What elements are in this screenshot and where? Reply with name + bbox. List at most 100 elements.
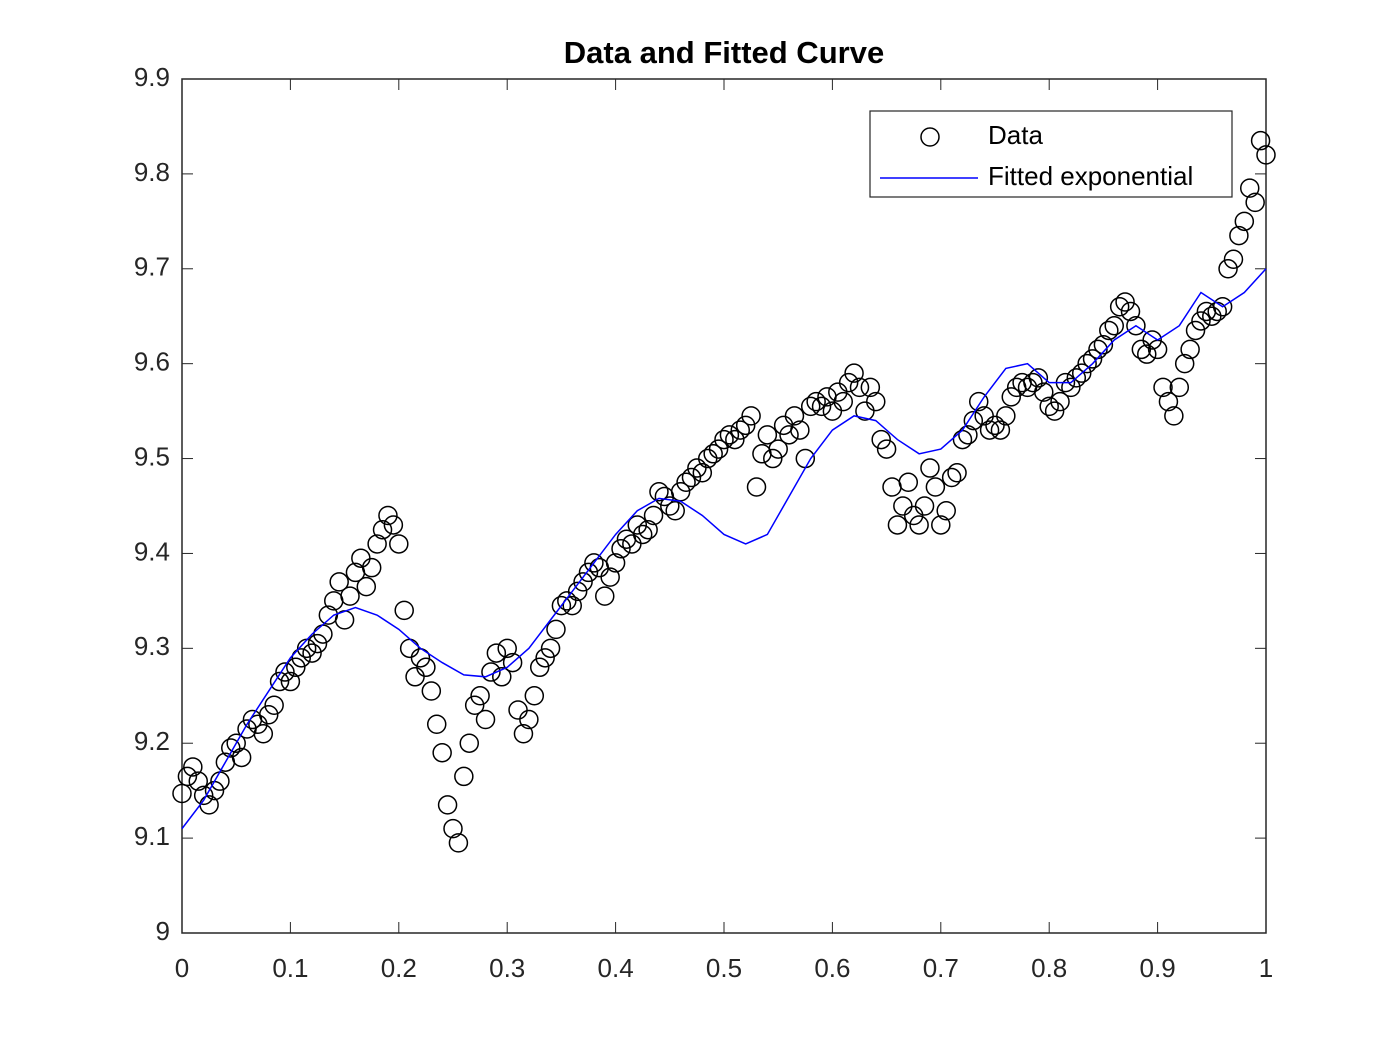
data-point <box>703 444 723 464</box>
x-tick-label: 0.7 <box>923 953 959 983</box>
data-point <box>1180 339 1200 360</box>
data-point <box>714 429 734 450</box>
data-point <box>1066 368 1087 388</box>
data-point <box>866 391 886 412</box>
data-point <box>551 595 572 616</box>
data-point <box>497 638 517 659</box>
data-point <box>540 638 561 659</box>
x-tick-label: 0.5 <box>706 953 742 983</box>
data-point <box>849 377 870 398</box>
data-point <box>372 519 393 540</box>
data-point <box>838 372 859 393</box>
data-point <box>340 586 360 606</box>
data-point <box>1120 301 1141 322</box>
data-point <box>421 681 442 701</box>
data-point <box>546 619 566 640</box>
data-point <box>649 482 669 502</box>
data-point <box>876 439 897 459</box>
data-point <box>1218 259 1238 279</box>
data-point <box>779 425 799 445</box>
data-point <box>735 415 756 436</box>
data-point <box>231 747 252 768</box>
x-tick-label: 0.8 <box>1031 953 1067 983</box>
data-point <box>1028 368 1049 388</box>
data-point <box>426 714 447 734</box>
data-point <box>1071 363 1092 383</box>
x-tick-label: 1 <box>1259 953 1273 983</box>
y-tick-label: 9.8 <box>134 157 170 187</box>
data-point <box>280 671 301 692</box>
data-point <box>1115 292 1135 312</box>
data-point <box>302 643 322 663</box>
data-point <box>741 406 761 426</box>
data-point <box>383 515 404 535</box>
data-point <box>1250 130 1271 151</box>
data-point <box>860 377 881 398</box>
x-tick-label: 0.2 <box>381 953 417 983</box>
y-tick-label: 9.6 <box>134 347 170 377</box>
y-tick-label: 9.9 <box>134 62 170 92</box>
data-point <box>1142 330 1162 350</box>
data-point <box>1104 315 1124 336</box>
data-point <box>432 742 452 763</box>
data-point <box>1153 377 1173 398</box>
data-point <box>763 448 783 469</box>
y-tick-label: 9.4 <box>134 536 170 566</box>
data-point <box>448 833 469 853</box>
data-point <box>562 595 582 616</box>
data-point <box>1093 334 1114 355</box>
data-point <box>275 662 295 682</box>
data-point <box>394 600 414 621</box>
data-point <box>1126 315 1146 336</box>
data-point <box>567 581 588 602</box>
data-point <box>1239 178 1260 198</box>
data-point <box>768 439 788 459</box>
data-point <box>638 519 658 540</box>
data-point <box>968 391 989 412</box>
legend-label: Fitted exponential <box>988 161 1193 191</box>
data-point <box>909 515 929 535</box>
y-tick-label: 9.3 <box>134 631 170 661</box>
data-point <box>367 534 387 554</box>
data-point <box>1229 225 1249 246</box>
data-point <box>1174 353 1195 374</box>
y-tick-label: 9.1 <box>134 821 170 851</box>
data-point <box>1137 344 1157 364</box>
data-point <box>719 425 740 445</box>
data-point <box>1099 320 1119 341</box>
x-tick-label: 0.1 <box>272 953 308 983</box>
data-point <box>790 420 810 440</box>
data-point <box>1050 391 1070 412</box>
data-point <box>443 818 463 839</box>
data-point <box>361 557 382 578</box>
data-point <box>990 420 1011 440</box>
data-point <box>730 420 751 440</box>
data-point <box>1212 296 1233 317</box>
data-point <box>492 667 512 687</box>
data-point <box>611 538 631 559</box>
plot-frame <box>181 78 1267 934</box>
data-point <box>1185 320 1206 341</box>
y-tick-label: 9.2 <box>134 726 170 756</box>
data-point <box>996 406 1016 426</box>
data-point <box>269 671 290 692</box>
data-point <box>958 425 978 445</box>
legend-box <box>869 110 1233 198</box>
data-point <box>356 576 377 597</box>
data-point <box>925 477 946 497</box>
legend-label: Data <box>988 120 1043 150</box>
chart-title: Data and Fitted Curve <box>564 35 884 70</box>
y-tick-label: 9.7 <box>134 252 170 282</box>
data-point <box>519 709 539 730</box>
data-point <box>475 709 496 730</box>
data-point <box>1158 391 1179 412</box>
data-point <box>329 572 349 592</box>
data-point <box>1044 401 1065 421</box>
data-point <box>1191 311 1211 331</box>
data-point <box>1245 192 1265 213</box>
data-point <box>757 425 778 445</box>
data-point <box>947 463 967 483</box>
data-point <box>486 643 507 663</box>
data-point <box>1034 382 1054 402</box>
